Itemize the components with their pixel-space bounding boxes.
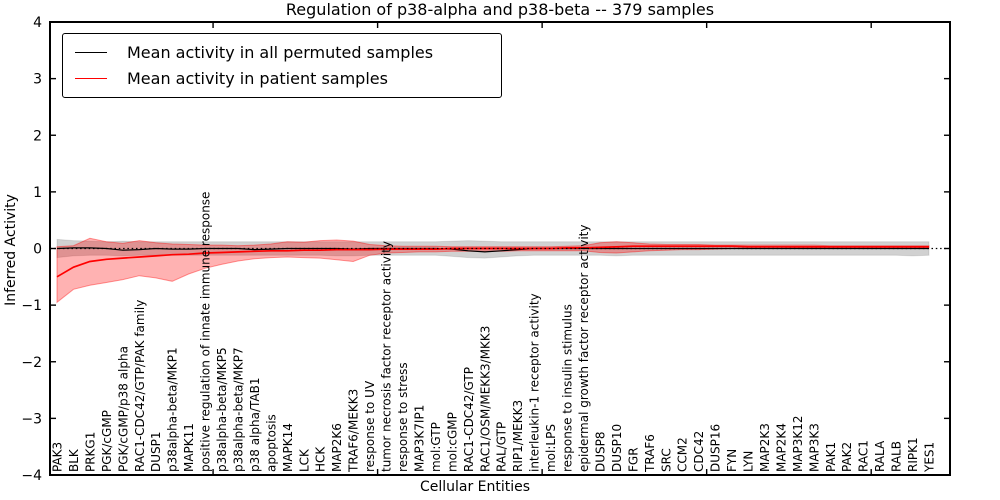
x-category-label: HCK — [314, 446, 328, 472]
y-tick-label: 0 — [33, 242, 42, 258]
x-category-label: DUSP8 — [593, 431, 607, 472]
x-category-label: MAP2K4 — [774, 423, 788, 472]
y-tick-label: 2 — [33, 128, 42, 144]
x-category-label: MAP3K7IP1 — [412, 405, 426, 472]
legend-label-patient: Mean activity in patient samples — [127, 68, 388, 88]
x-category-label: FYN — [725, 449, 739, 472]
x-category-label: RAC1-CDC42/GTP — [462, 367, 476, 472]
x-category-label: PAK1 — [824, 442, 838, 472]
chart-title: Regulation of p38-alpha and p38-beta -- … — [285, 0, 715, 19]
x-category-label: MAPK11 — [182, 423, 196, 472]
x-category-label: BLK — [67, 448, 81, 472]
y-tick-label: 3 — [33, 72, 42, 88]
x-category-label: CCM2 — [676, 437, 690, 472]
legend-label-permuted: Mean activity in all permuted samples — [127, 42, 434, 62]
x-category-label: tumor necrosis factor receptor activity — [380, 241, 394, 472]
y-tick-label: 4 — [33, 15, 42, 31]
y-tick-label: 1 — [33, 185, 42, 201]
x-category-label: DUSP10 — [610, 424, 624, 472]
patient-line-icon — [75, 77, 107, 79]
x-category-label: SRC — [659, 448, 673, 472]
x-category-label: mol:cGMP — [445, 412, 459, 472]
x-category-label: TRAF6/MEKK3 — [347, 389, 361, 473]
x-category-label: epidermal growth factor receptor activit… — [577, 225, 591, 472]
x-category-label: TRAF6 — [643, 434, 657, 473]
x-category-label: response to UV — [363, 380, 377, 472]
x-category-label: RIPK1 — [906, 437, 920, 472]
x-category-label: RAC1 — [857, 440, 871, 472]
x-category-label: p38alpha-beta/MKP5 — [215, 347, 229, 472]
x-category-label: PGK/cGMP — [100, 410, 114, 472]
x-category-label: p38alpha-beta/MKP1 — [166, 347, 180, 472]
permuted-line-icon — [75, 51, 107, 53]
y-tick-label: −4 — [21, 468, 42, 484]
x-category-label: mol:LPS — [544, 424, 558, 472]
x-category-label: response to stress — [396, 362, 410, 472]
x-axis-label: Cellular Entities — [419, 479, 531, 495]
x-category-label: RAC1-CDC42/GTP/PAK family — [133, 300, 147, 472]
legend: Mean activity in all permuted samples Me… — [62, 33, 502, 98]
x-category-label: YES1 — [923, 442, 937, 473]
legend-item-patient: Mean activity in patient samples — [75, 65, 493, 91]
x-category-label: MAP2K6 — [330, 423, 344, 472]
x-category-label: MAPK14 — [281, 423, 295, 472]
x-category-label: interleukin-1 receptor activity — [528, 293, 542, 472]
permuted-mean-line — [56, 247, 929, 253]
x-category-label: RAC1/OSM/MEKK3/MKK3 — [478, 326, 492, 472]
y-tick-label: −2 — [21, 355, 42, 371]
x-category-label: p38alpha-beta/MKP7 — [231, 347, 245, 472]
x-category-label: MAP3K3 — [807, 423, 821, 472]
x-category-label: RALB — [890, 441, 904, 472]
x-category-label: MAP3K12 — [791, 415, 805, 472]
y-tick-label: −1 — [21, 298, 42, 314]
x-category-label: LYN — [742, 451, 756, 472]
legend-item-permuted: Mean activity in all permuted samples — [75, 39, 493, 65]
x-category-label: DUSP1 — [149, 431, 163, 472]
x-category-label: p38 alpha/TAB1 — [248, 378, 262, 472]
x-category-label: RAL/GTP — [495, 422, 509, 472]
x-category-label: apoptosis — [264, 414, 278, 472]
x-category-label: PAK2 — [840, 442, 854, 472]
x-category-label: CDC42 — [692, 431, 706, 472]
x-category-label: positive regulation of innate immune res… — [199, 192, 213, 472]
x-category-label: FGR — [626, 447, 640, 472]
x-category-label: RALA — [873, 440, 887, 472]
x-category-label: response to insulin stimulus — [561, 304, 575, 472]
x-category-label: DUSP16 — [709, 424, 723, 472]
x-category-label: PGK/cGMP/p38 alpha — [116, 346, 130, 472]
y-tick-label: −3 — [21, 411, 42, 427]
x-category-label: RIP1/MEKK3 — [511, 400, 525, 472]
x-category-label: PAK3 — [51, 442, 65, 472]
x-category-label: MAP2K3 — [758, 423, 772, 472]
x-category-label: LCK — [297, 448, 311, 472]
x-category-label: PRKG1 — [83, 432, 97, 472]
x-category-label: mol:GTP — [429, 422, 443, 472]
